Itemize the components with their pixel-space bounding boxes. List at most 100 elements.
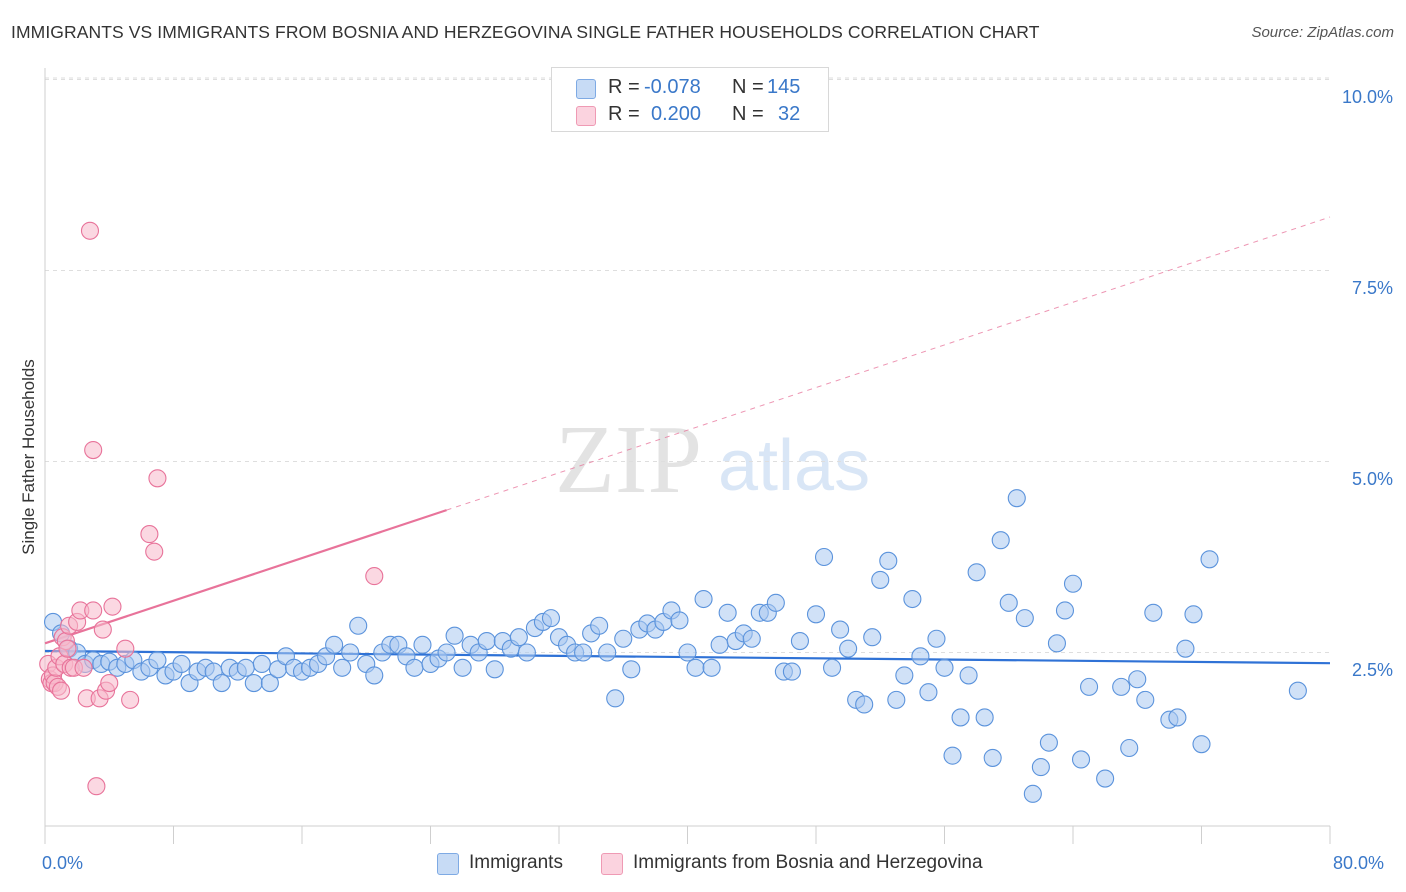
point-immigrants (517, 643, 536, 662)
point-immigrants (1128, 670, 1147, 689)
point-bosnia (100, 674, 119, 693)
point-bosnia (93, 620, 112, 639)
point-immigrants (911, 647, 930, 666)
point-immigrants (453, 658, 472, 677)
point-immigrants (1288, 681, 1307, 700)
point-immigrants (1096, 769, 1115, 788)
point-immigrants (879, 551, 898, 570)
point-immigrants (1080, 677, 1099, 696)
point-immigrants (983, 748, 1002, 767)
legend-n-label: N = (732, 76, 764, 98)
points-layer (39, 221, 1307, 803)
bottom-legend-label: Immigrants (469, 852, 563, 873)
point-immigrants (975, 708, 994, 727)
point-immigrants (365, 666, 384, 685)
correlation-legend: R = -0.078 N = 145 R = 0.200 N = 32 (551, 67, 829, 132)
point-immigrants (1144, 603, 1163, 622)
point-immigrants (212, 674, 231, 693)
point-immigrants (967, 563, 986, 582)
chart-title: IMMIGRANTS VS IMMIGRANTS FROM BOSNIA AND… (11, 22, 1040, 42)
point-immigrants (871, 570, 890, 589)
point-immigrants (742, 629, 761, 648)
point-immigrants (1168, 708, 1187, 727)
point-immigrants (1176, 639, 1195, 658)
point-immigrants (1192, 735, 1211, 754)
legend-n-label: N = (732, 103, 764, 125)
point-bosnia (74, 658, 93, 677)
bottom-legend-swatch-bosnia (601, 853, 623, 875)
point-immigrants (935, 658, 954, 677)
watermark-atlas: atlas (718, 426, 870, 506)
watermark-zip: ZIP (555, 406, 702, 514)
point-immigrants (1120, 738, 1139, 758)
point-immigrants (325, 635, 344, 654)
source-label: Source: ZipAtlas.com (1251, 24, 1394, 41)
x-tick-label-max: 80.0% (1333, 853, 1385, 873)
y-tick-label: 2.5% (1351, 660, 1393, 680)
bottom-legend-swatch-immigrants (437, 853, 459, 875)
point-immigrants (541, 609, 561, 628)
axes (44, 68, 1331, 844)
point-immigrants (485, 660, 504, 679)
point-immigrants (590, 616, 609, 635)
point-immigrants (839, 639, 858, 658)
point-bosnia (87, 777, 106, 796)
point-immigrants (413, 635, 432, 654)
point-immigrants (1015, 609, 1034, 628)
point-immigrants (236, 658, 255, 677)
point-immigrants (509, 628, 528, 647)
watermark: ZIP atlas (555, 406, 870, 514)
point-immigrants (574, 643, 593, 662)
point-immigrants (405, 658, 424, 677)
point-immigrants (855, 695, 874, 714)
point-immigrants (927, 629, 946, 648)
point-immigrants (718, 603, 737, 622)
point-immigrants (702, 658, 721, 677)
point-immigrants (437, 643, 456, 662)
point-bosnia (145, 542, 164, 561)
point-immigrants (445, 626, 464, 645)
point-bosnia (52, 681, 71, 700)
point-immigrants (477, 631, 496, 651)
point-bosnia (365, 567, 384, 586)
y-tick-label: 5.0% (1351, 469, 1393, 489)
point-immigrants (903, 589, 922, 609)
y-tick-label: 7.5% (1351, 278, 1393, 298)
point-immigrants (806, 605, 826, 624)
point-immigrants (622, 660, 641, 679)
bottom-legend-label: Immigrants from Bosnia and Herzegovina (633, 852, 983, 873)
point-immigrants (943, 746, 962, 765)
point-immigrants (782, 662, 801, 681)
point-immigrants (999, 593, 1018, 612)
legend-n-value: 32 (778, 103, 801, 125)
point-immigrants (863, 628, 882, 647)
point-immigrants (686, 658, 705, 677)
point-immigrants (1007, 489, 1026, 508)
point-immigrants (252, 654, 271, 674)
point-immigrants (244, 674, 263, 693)
point-immigrants (766, 593, 785, 612)
point-bosnia (116, 639, 135, 658)
point-immigrants (1200, 550, 1219, 569)
point-immigrants (790, 631, 809, 651)
point-immigrants (1055, 601, 1075, 620)
point-immigrants (831, 620, 850, 639)
point-immigrants (959, 666, 978, 685)
point-bosnia (148, 469, 167, 488)
legend-n-value: 145 (767, 76, 801, 98)
trend-line-dashed (446, 216, 1331, 511)
legend-r-value: 0.200 (651, 103, 702, 125)
point-bosnia (140, 525, 159, 544)
point-immigrants (1039, 733, 1058, 752)
point-immigrants (710, 635, 729, 654)
point-immigrants (694, 589, 713, 609)
point-bosnia (103, 597, 122, 616)
legend-r-value: -0.078 (644, 76, 701, 98)
point-bosnia (58, 639, 77, 658)
point-immigrants (1031, 758, 1050, 777)
legend-swatch-bosnia (576, 106, 596, 126)
point-immigrants (991, 531, 1010, 550)
legend-r-label: R = (608, 76, 640, 98)
legend-swatch-immigrants (576, 79, 596, 99)
point-immigrants (341, 643, 360, 662)
